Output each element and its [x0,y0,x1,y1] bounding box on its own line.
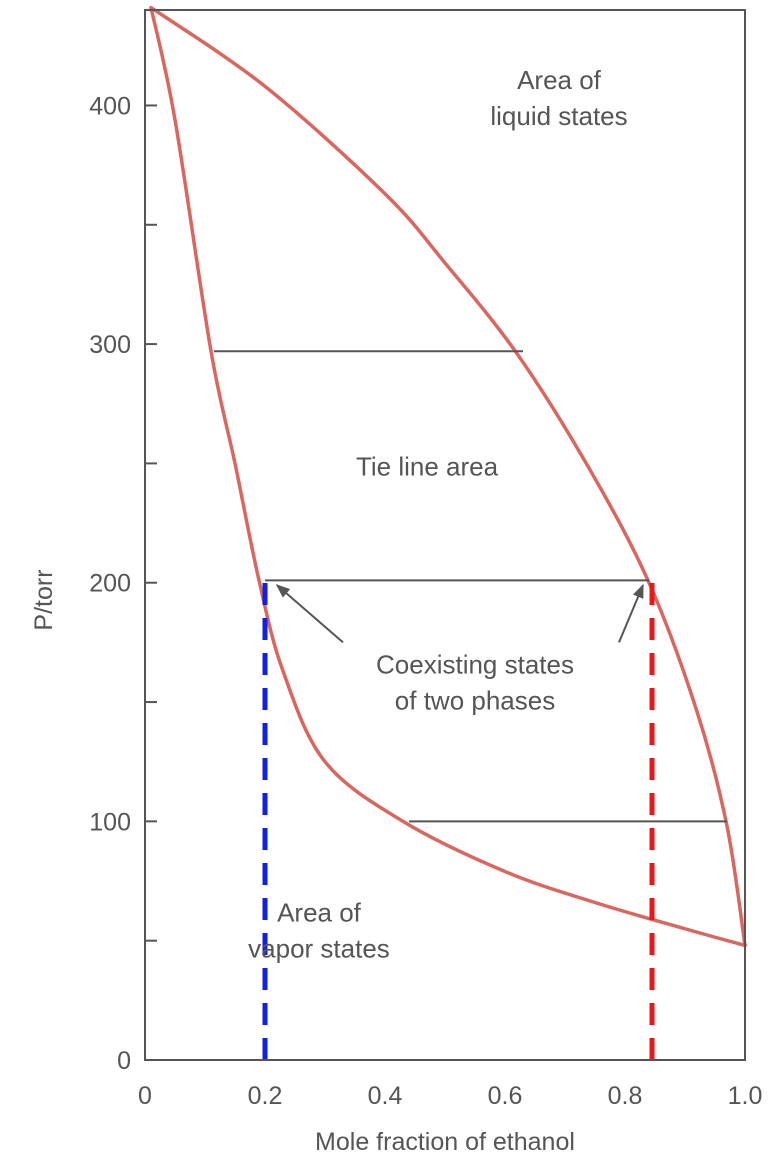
y-tick-label: 300 [89,331,131,359]
x-tick-label: 0.2 [248,1082,283,1110]
vapor-curve [149,5,747,948]
region-annotation: Coexisting states [376,649,574,679]
x-tick-label: 0.8 [608,1082,643,1110]
y-axis-title: P/torr [30,569,58,630]
y-tick-label: 200 [89,570,131,598]
x-tick-label: 0.4 [368,1082,403,1110]
x-tick-label: 0 [138,1082,152,1110]
x-tick-label: 1.0 [728,1082,763,1110]
region-annotation: Area of [517,65,602,95]
plot-frame [144,9,746,1061]
region-annotation: of two phases [395,685,555,715]
annotation-arrow [275,584,344,644]
region-annotation: vapor states [248,934,390,964]
x-tick-label: 0.6 [488,1082,523,1110]
y-tick-label: 0 [117,1047,131,1075]
annotation-arrow [618,583,644,643]
liquid-curve [149,5,747,948]
region-annotation: Tie line area [356,451,499,481]
y-tick-label: 100 [89,808,131,836]
region-annotation: liquid states [490,101,627,131]
region-annotation: Area of [277,898,362,928]
x-axis-title: Mole fraction of ethanol [315,1128,575,1156]
y-tick-label: 400 [89,92,131,120]
